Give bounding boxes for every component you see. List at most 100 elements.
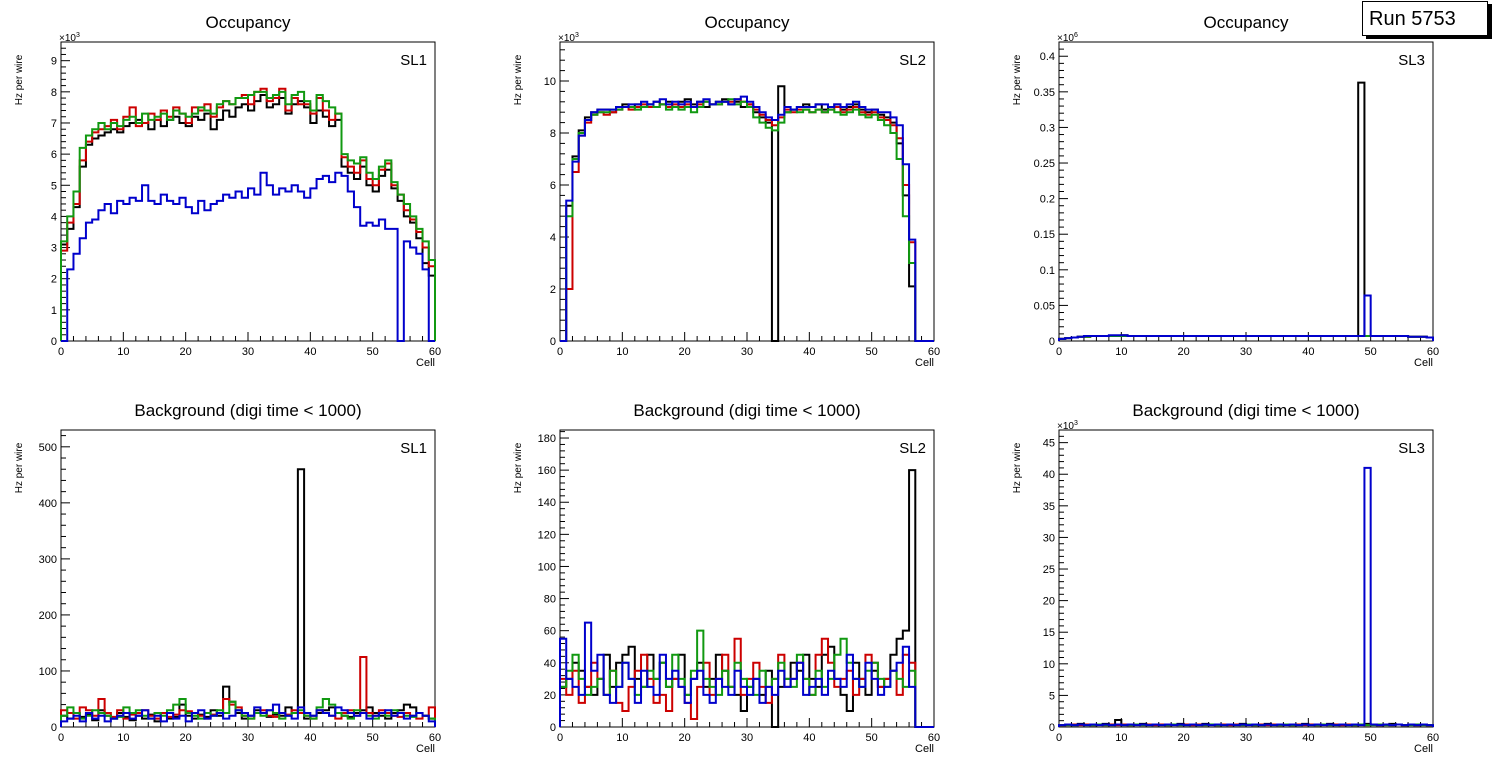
x-tick-label: 40 — [1302, 732, 1314, 744]
y-tick-label: 0 — [550, 336, 556, 348]
x-tick-label: 0 — [1056, 732, 1062, 744]
superlayer-label: SL3 — [1398, 440, 1425, 457]
y-tick-label: 6 — [51, 149, 57, 161]
y-tick-label: 30 — [1043, 532, 1055, 544]
y-tick-label: 4 — [51, 211, 57, 223]
y-tick-label: 0.05 — [1034, 300, 1055, 312]
x-tick-label: 20 — [679, 346, 691, 358]
y-tick-label: 8 — [550, 128, 556, 140]
y-axis-exponent-power: 3 — [575, 32, 579, 39]
superlayer-label: SL1 — [400, 440, 427, 457]
chart-title: Background (digi time < 1000) — [1132, 401, 1359, 420]
y-tick-label: 20 — [1043, 596, 1055, 608]
series-black-histogram — [60, 93, 436, 341]
chart-title: Occupancy — [205, 13, 291, 32]
y-tick-label: 45 — [1043, 438, 1055, 450]
y-axis-label: Hz per wire — [14, 442, 25, 493]
y-tick-label: 10 — [1043, 659, 1055, 671]
superlayer-label: SL2 — [899, 52, 926, 69]
y-tick-label: 0.25 — [1034, 158, 1055, 170]
x-tick-label: 10 — [117, 732, 129, 744]
series-red-histogram — [560, 98, 934, 342]
series-blue-histogram — [1058, 294, 1434, 341]
x-tick-label: 10 — [616, 346, 628, 358]
x-tick-label: 50 — [367, 732, 379, 744]
y-axis-exponent-power: 3 — [1074, 420, 1078, 427]
series-black-histogram — [1058, 81, 1434, 341]
y-axis-label: Hz per wire — [14, 54, 25, 105]
x-tick-label: 30 — [1240, 732, 1252, 744]
x-tick-label: 20 — [180, 732, 192, 744]
x-tick-label: 60 — [1427, 732, 1439, 744]
y-tick-label: 180 — [538, 433, 556, 445]
series-black-histogram — [60, 468, 436, 727]
x-tick-label: 50 — [1365, 732, 1377, 744]
x-tick-label: 20 — [679, 732, 691, 744]
y-tick-label: 0 — [51, 336, 57, 348]
y-tick-label: 100 — [39, 666, 57, 678]
chart-title: Background (digi time < 1000) — [633, 401, 860, 420]
x-tick-label: 30 — [741, 732, 753, 744]
chart-bkg-sl2: Background (digi time < 1000) 0 10 20 30 40 50… — [513, 401, 940, 755]
plot-frame — [559, 41, 935, 342]
x-tick-label: 40 — [1302, 346, 1314, 358]
y-tick-label: 300 — [39, 554, 57, 566]
y-tick-label: 5 — [1049, 690, 1055, 702]
x-axis-label: Cell — [416, 357, 435, 369]
y-tick-label: 2 — [51, 274, 57, 286]
series-blue-histogram — [61, 171, 435, 342]
y-tick-label: 3 — [51, 243, 57, 255]
x-tick-label: 50 — [866, 346, 878, 358]
y-tick-label: 0.15 — [1034, 229, 1055, 241]
x-tick-label: 30 — [242, 346, 254, 358]
y-tick-label: 0 — [51, 722, 57, 734]
y-tick-label: 0 — [550, 722, 556, 734]
series-green-histogram — [60, 90, 436, 341]
x-tick-label: 60 — [928, 732, 940, 744]
y-axis-exponent: ×106 — [1057, 32, 1078, 44]
plot-frame — [1058, 41, 1434, 342]
y-tick-label: 15 — [1043, 627, 1055, 639]
x-axis-label: Cell — [1414, 743, 1433, 755]
chart-title: Background (digi time < 1000) — [134, 401, 361, 420]
y-axis-exponent: ×103 — [59, 32, 80, 44]
x-tick-label: 50 — [1365, 346, 1377, 358]
y-tick-label: 7 — [51, 118, 57, 130]
x-axis-label: Cell — [915, 357, 934, 369]
x-tick-label: 20 — [1178, 732, 1190, 744]
x-tick-label: 0 — [58, 346, 64, 358]
y-tick-label: 8 — [51, 87, 57, 99]
series-blue-histogram — [1058, 466, 1434, 727]
y-tick-label: 40 — [544, 658, 556, 670]
chart-bkg-sl3: Background (digi time < 1000) 0 10 20 30 40 50… — [1012, 401, 1439, 755]
y-axis-label: Hz per wire — [1012, 54, 1023, 105]
x-axis-label: Cell — [915, 743, 934, 755]
series-black-histogram — [560, 85, 934, 342]
x-axis-label: Cell — [1414, 357, 1433, 369]
y-tick-label: 10 — [544, 76, 556, 88]
x-tick-label: 0 — [557, 346, 563, 358]
chart-title: Occupancy — [1203, 13, 1289, 32]
series-blue-histogram — [559, 621, 934, 728]
x-tick-label: 0 — [1056, 346, 1062, 358]
x-tick-label: 30 — [741, 346, 753, 358]
x-tick-label: 10 — [1115, 732, 1127, 744]
y-tick-label: 4 — [550, 232, 556, 244]
y-tick-label: 200 — [39, 610, 57, 622]
x-tick-label: 60 — [429, 346, 441, 358]
series-green-histogram — [560, 98, 934, 342]
y-tick-label: 400 — [39, 498, 57, 510]
series-blue-histogram — [60, 703, 436, 727]
y-axis-exponent: ×103 — [1057, 420, 1078, 432]
y-axis-label: Hz per wire — [1012, 442, 1023, 493]
x-tick-label: 10 — [616, 732, 628, 744]
y-axis-exponent-power: 6 — [1074, 32, 1078, 39]
run-label-box: Run 5753 — [1362, 1, 1488, 36]
x-tick-label: 10 — [1115, 346, 1127, 358]
y-tick-label: 60 — [544, 626, 556, 638]
y-tick-label: 120 — [538, 529, 556, 541]
plot-frame — [60, 429, 436, 728]
